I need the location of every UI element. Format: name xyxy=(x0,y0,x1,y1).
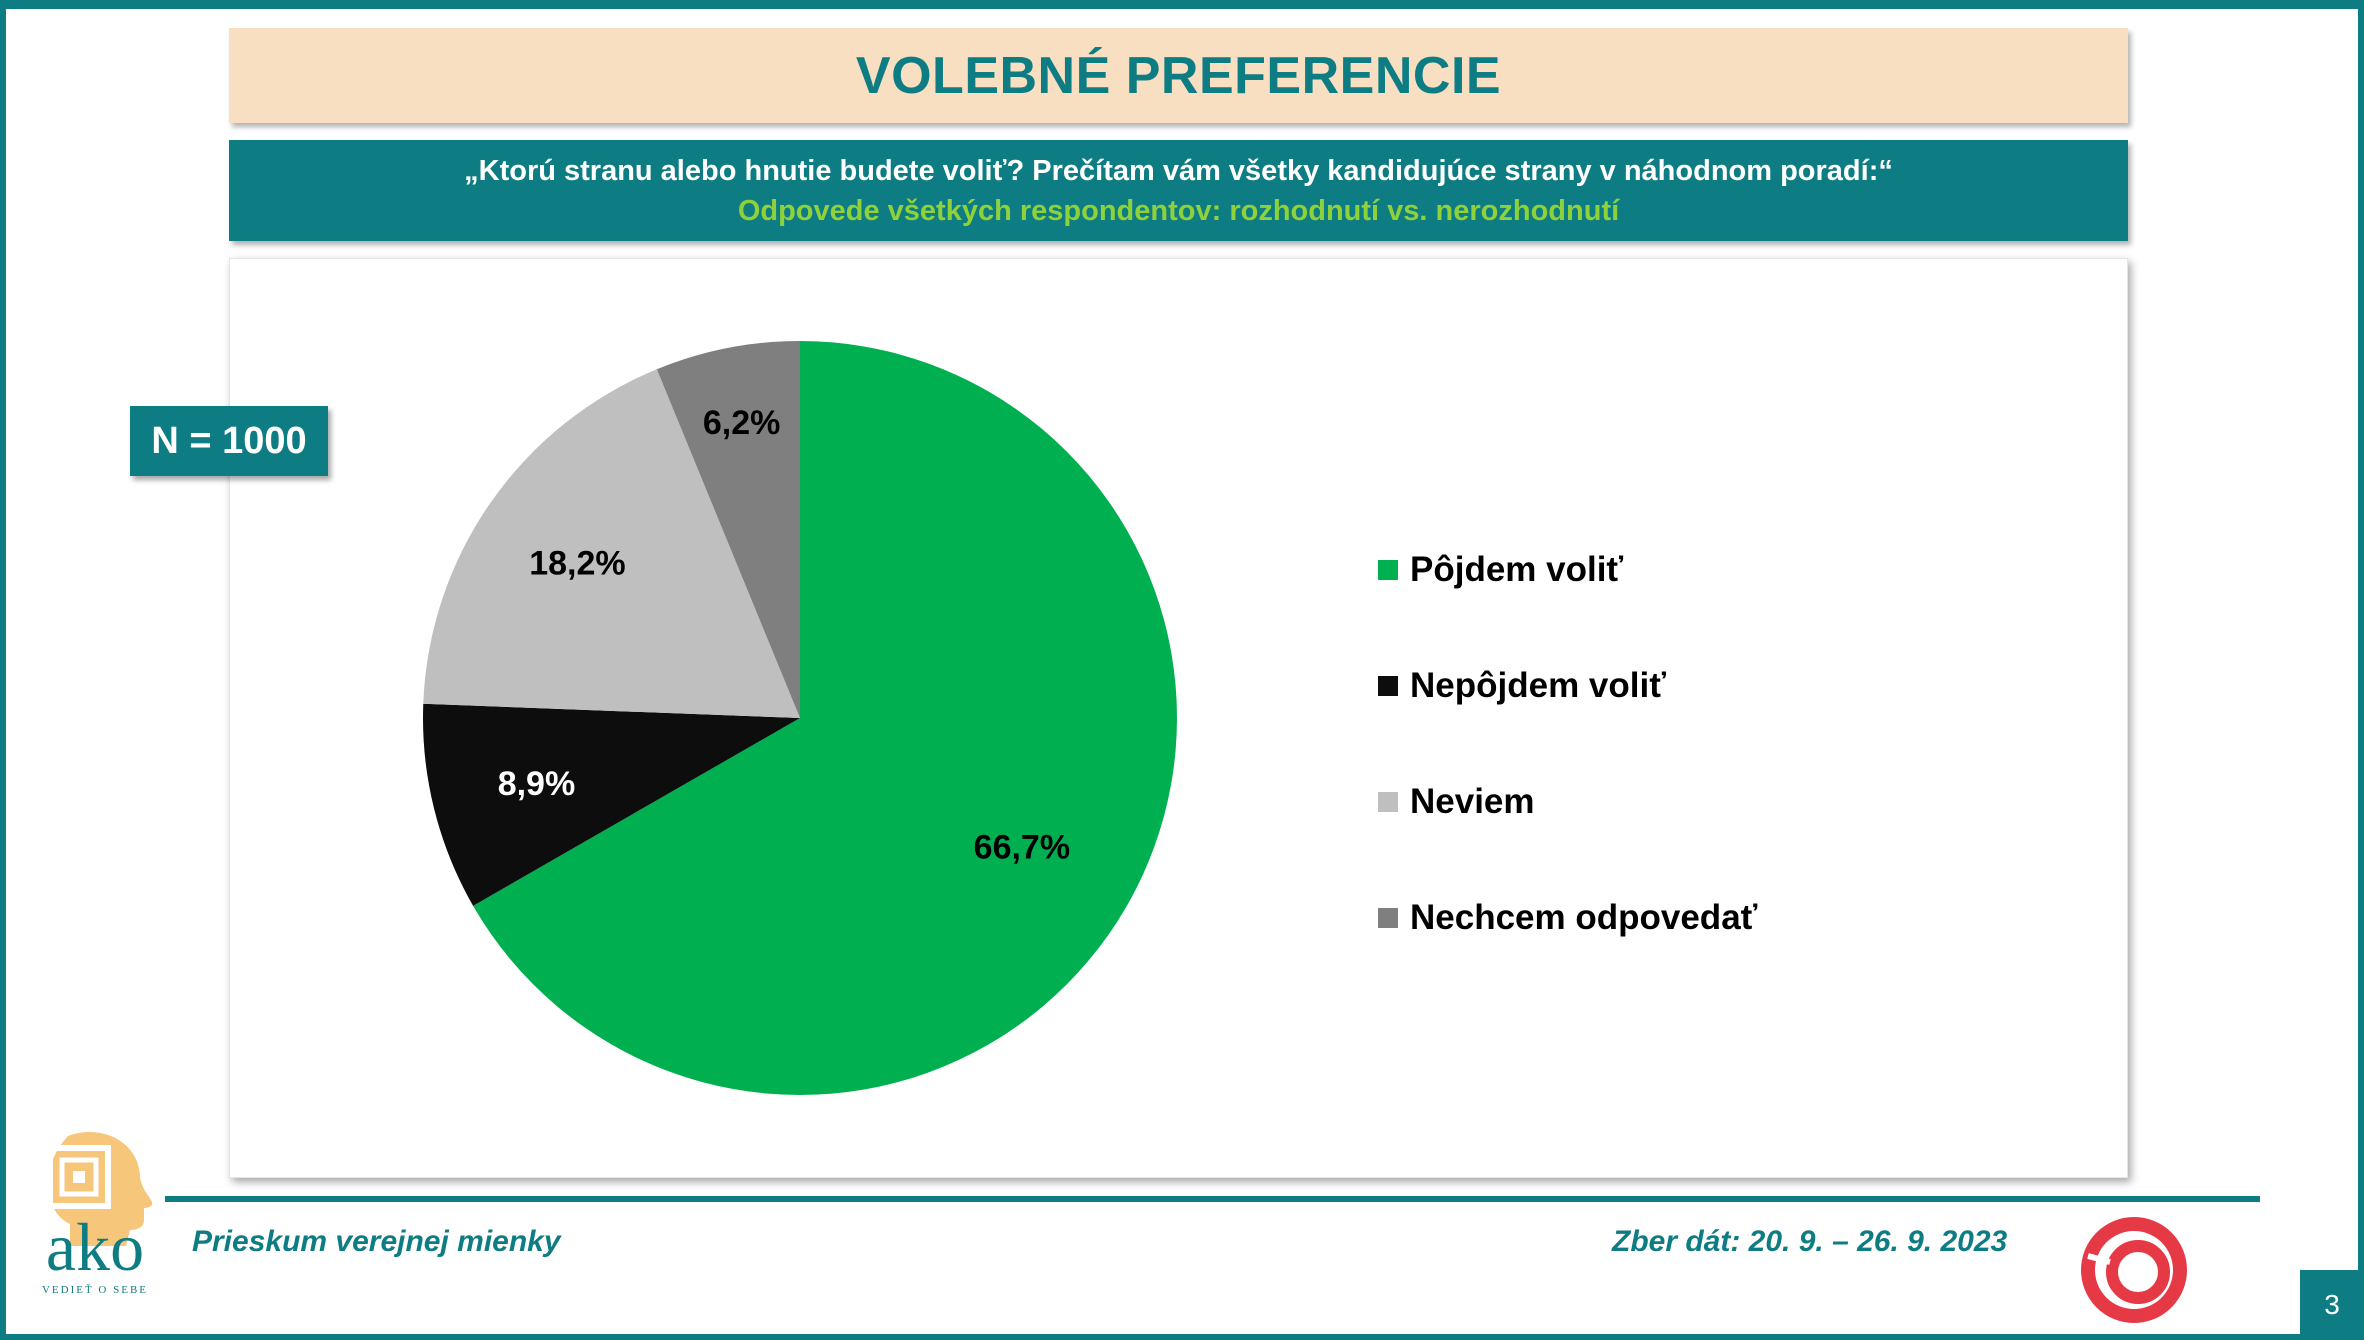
pie-value-label-2: 8,9% xyxy=(498,765,576,803)
page-title: VOLEBNÉ PREFERENCIE xyxy=(855,46,1502,105)
legend-swatch xyxy=(1378,676,1398,696)
survey-question: „Ktorú stranu alebo hnutie budete voliť?… xyxy=(464,154,1893,187)
legend-item-1: Pôjdem voliť xyxy=(1378,512,1978,628)
legend-label: Pôjdem voliť xyxy=(1410,550,1624,589)
chart-legend: Pôjdem voliť Nepôjdem voliť Neviem Nechcem … xyxy=(1378,512,1978,976)
legend-item-2: Nepôjdem voliť xyxy=(1378,628,1978,744)
legend-swatch xyxy=(1378,560,1398,580)
legend-swatch xyxy=(1378,908,1398,928)
sample-size-badge: N = 1000 xyxy=(130,406,328,476)
pie-slice-3 xyxy=(423,369,800,718)
legend-swatch xyxy=(1378,792,1398,812)
ako-tagline: VEDIEŤ O SEBE xyxy=(41,1284,149,1296)
pie-slice-4 xyxy=(656,341,800,718)
legend-item-3: Neviem xyxy=(1378,744,1978,860)
legend-item-4: Nechcem odpovedať xyxy=(1378,860,1978,976)
pie-value-label-1: 66,7% xyxy=(974,828,1070,866)
ako-wordmark: ako xyxy=(45,1209,145,1285)
red-spiral-logo-icon xyxy=(2081,1217,2187,1323)
pie-value-label-4: 6,2% xyxy=(703,404,781,442)
legend-label: Neviem xyxy=(1410,782,1535,821)
ako-head-logo-icon xyxy=(47,1132,153,1246)
chart-subtitle: Odpovede všetkých respondentov: rozhodnu… xyxy=(737,194,1620,227)
question-banner: „Ktorú stranu alebo hnutie budete voliť?… xyxy=(229,140,2128,241)
pie-slice-1 xyxy=(473,341,1177,1095)
footer-date-range: Zber dát: 20. 9. – 26. 9. 2023 xyxy=(1612,1225,2008,1258)
legend-label: Nepôjdem voliť xyxy=(1410,666,1666,705)
footer-survey-label: Prieskum verejnej mienky xyxy=(192,1225,561,1258)
pie-value-label-3: 18,2% xyxy=(529,545,625,583)
page-number: 3 xyxy=(2300,1270,2364,1340)
footer-divider xyxy=(165,1196,2260,1202)
title-banner: VOLEBNÉ PREFERENCIE xyxy=(229,28,2128,123)
pie-slice-2 xyxy=(423,703,800,906)
legend-label: Nechcem odpovedať xyxy=(1410,898,1758,937)
